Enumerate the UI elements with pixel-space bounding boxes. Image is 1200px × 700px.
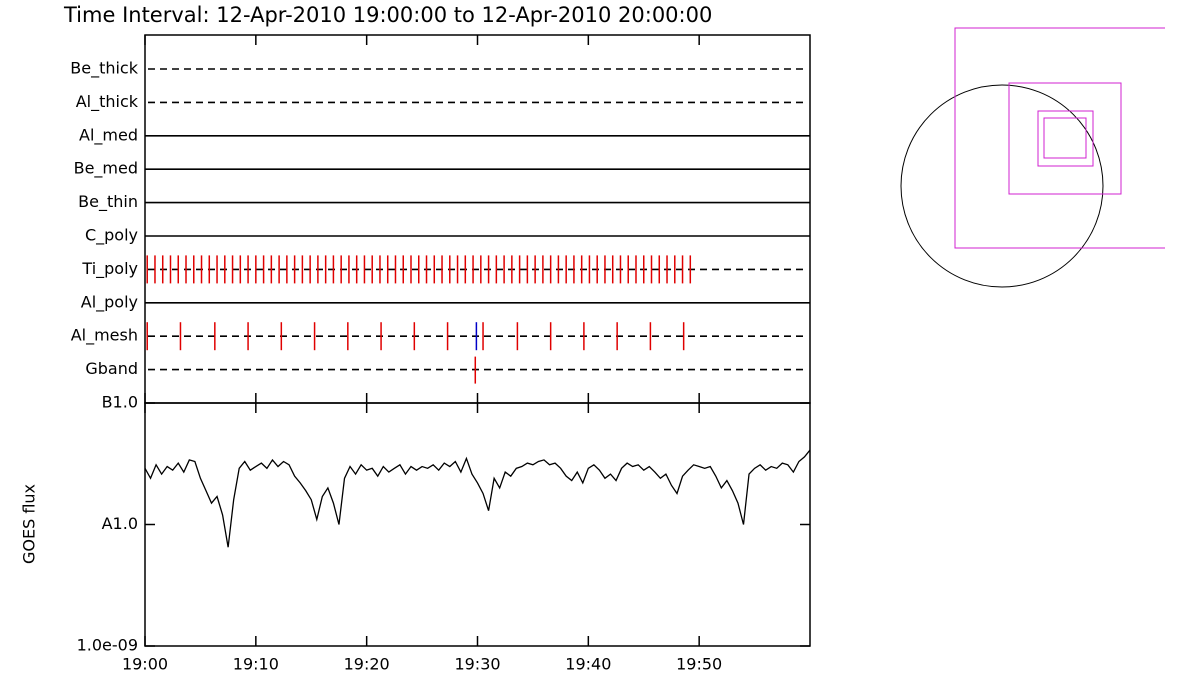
row-label: Be_med (74, 159, 138, 179)
row-label: Al_mesh (71, 326, 138, 346)
row-label: Gband (85, 359, 138, 378)
y-tick-label: B1.0 (102, 393, 138, 412)
y-tick-label: 1.0e-09 (77, 636, 138, 655)
fov-diagram (900, 27, 1165, 288)
chart-title: Time Interval: 12-Apr-2010 19:00:00 to 1… (63, 3, 712, 27)
x-tick-label: 19:40 (565, 655, 611, 674)
sun-disk (900, 84, 1104, 288)
row-label: Al_med (79, 125, 138, 145)
x-tick-label: 19:00 (122, 655, 168, 674)
row-label: Be_thick (70, 59, 138, 79)
x-tick-label: 19:30 (454, 655, 500, 674)
fov-box (1008, 82, 1122, 195)
row-label: Al_thick (76, 92, 139, 112)
x-tick-label: 19:50 (676, 655, 722, 674)
fov-box (1037, 110, 1094, 167)
row-label: Al_poly (81, 292, 138, 312)
x-tick-label: 19:20 (344, 655, 390, 674)
flux-frame (144, 402, 811, 647)
fov-box (1043, 117, 1087, 159)
row-label: Ti_poly (81, 259, 138, 279)
fov-box (954, 27, 1165, 249)
x-tick-label: 19:10 (233, 655, 279, 674)
y-tick-label: A1.0 (102, 514, 138, 533)
row-label: C_poly (85, 226, 138, 246)
timeline-frame (144, 34, 811, 404)
flux-line (144, 449, 811, 548)
row-label: Be_thin (78, 192, 138, 212)
y-axis-label: GOES flux (20, 484, 39, 564)
